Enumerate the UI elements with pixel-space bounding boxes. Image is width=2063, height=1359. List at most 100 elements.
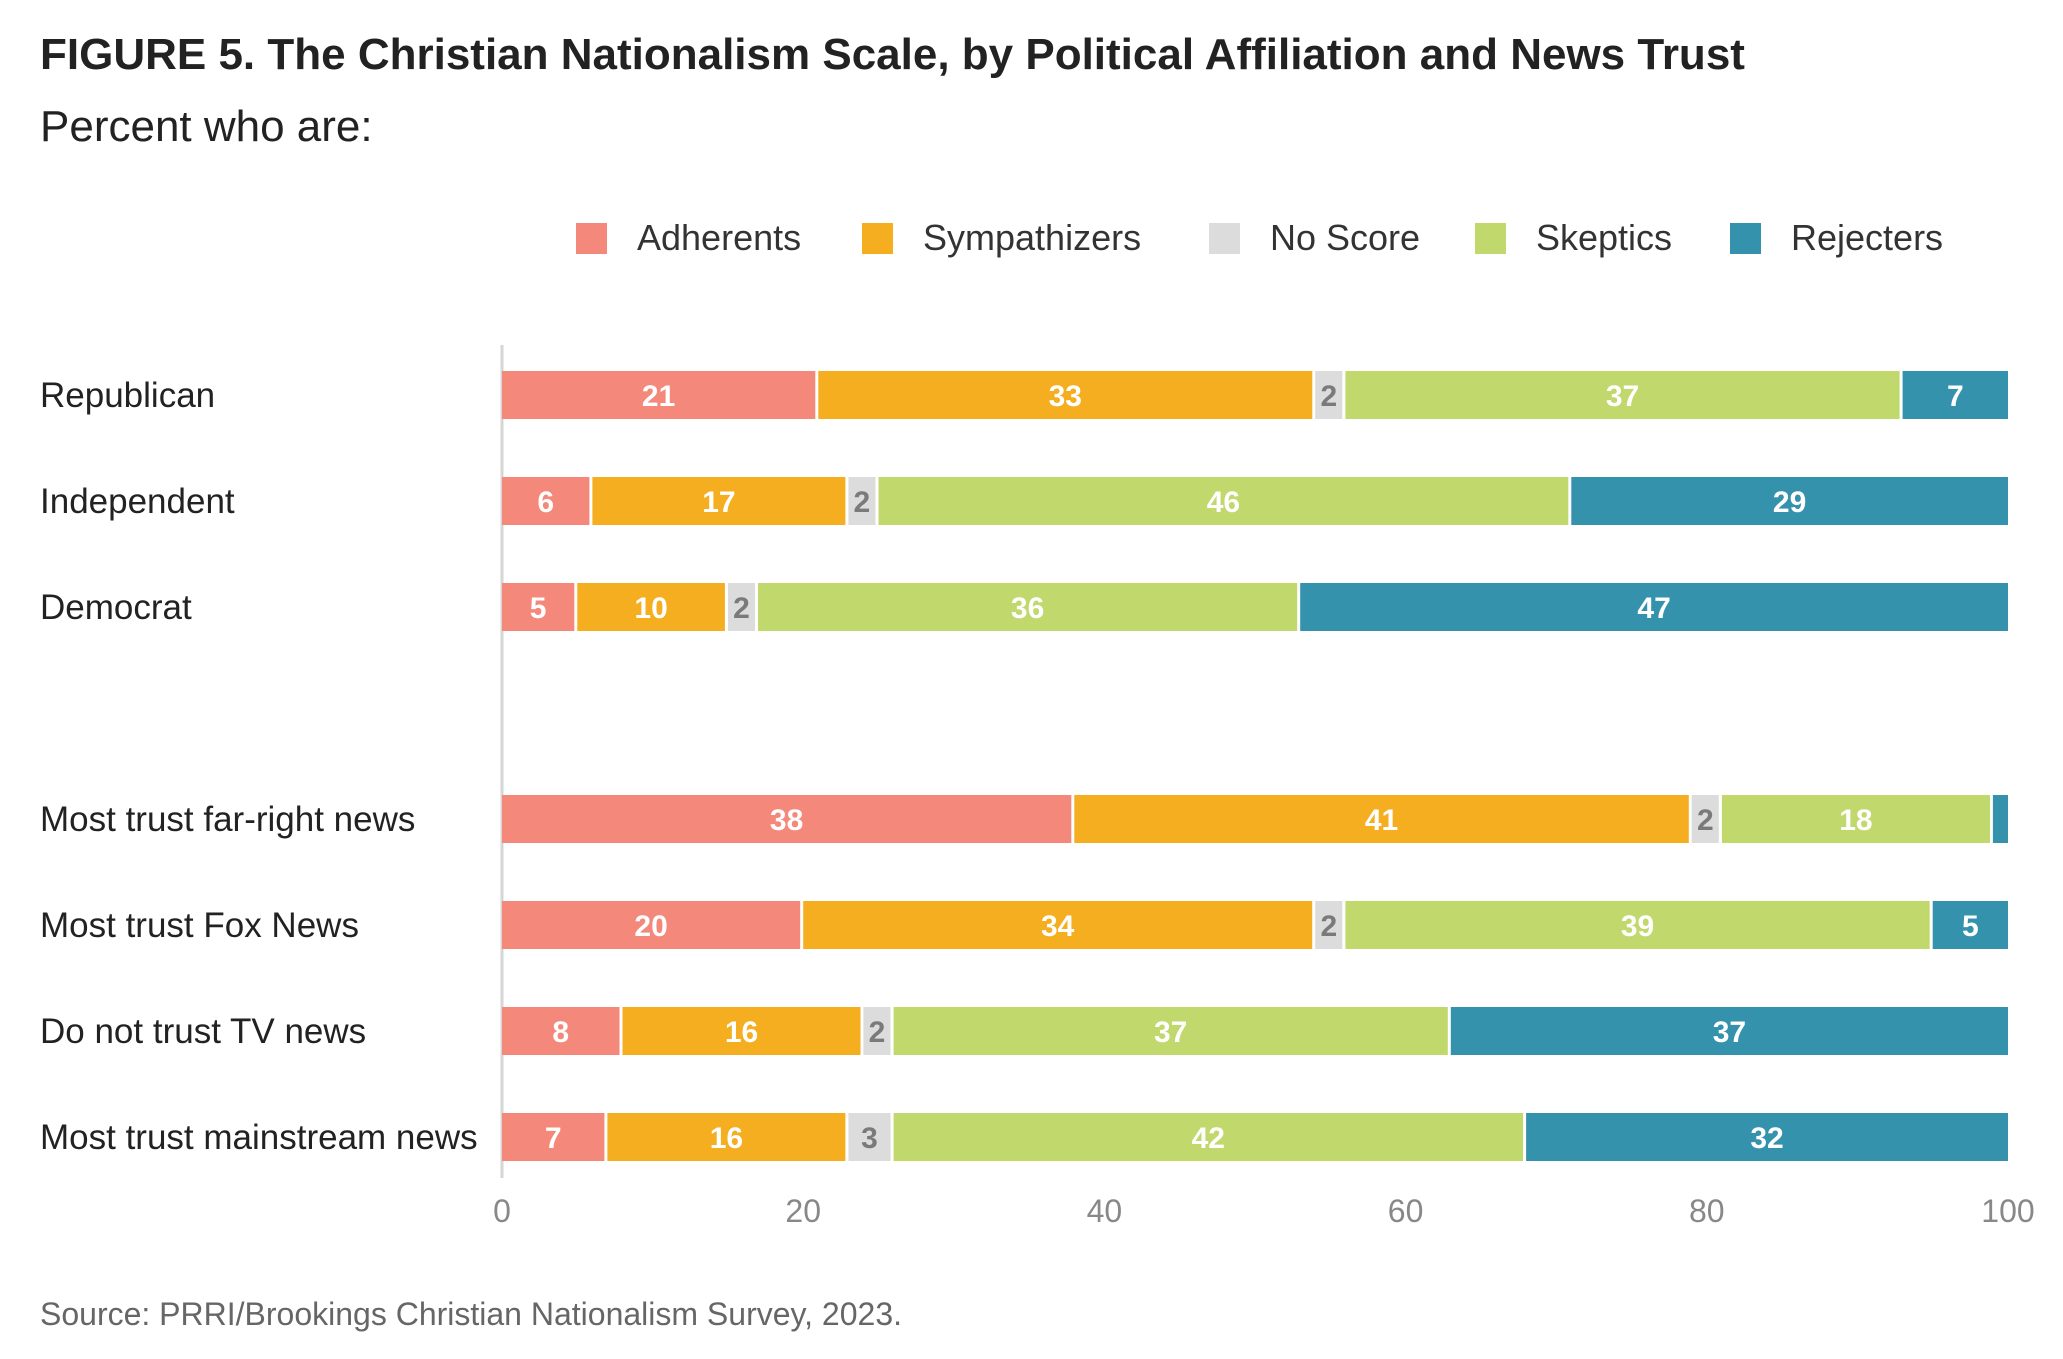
category-label-most-trust-fox-news: Most trust Fox News — [40, 906, 359, 945]
x-tick-label-40: 40 — [1087, 1193, 1123, 1229]
x-tick-label-60: 60 — [1388, 1193, 1424, 1229]
chart-subtitle: Percent who are: — [40, 102, 373, 151]
x-tick-label-100: 100 — [1981, 1193, 2034, 1229]
bar-segment-no-score-most-trust-fox-news — [1315, 901, 1343, 949]
bar-segment-adherents-independent — [502, 477, 590, 525]
data-label-sympathizers-most-trust-mainstream-news: 16 — [710, 1122, 743, 1155]
bar-segment-no-score-most-trust-mainstream-news — [848, 1113, 891, 1161]
x-tick-label-20: 20 — [785, 1193, 821, 1229]
data-label-no-score-democrat: 2 — [733, 592, 750, 625]
data-label-no-score-most-trust-mainstream-news: 3 — [861, 1122, 878, 1155]
legend-item-sympathizers: Sympathizers — [862, 215, 1141, 261]
category-label-independent: Independent — [40, 482, 235, 521]
bar-segment-adherents-most-trust-far-right-news — [502, 795, 1072, 843]
data-label-no-score-do-not-trust-tv-news: 2 — [869, 1016, 886, 1049]
bar-segment-sympathizers-democrat — [577, 583, 725, 631]
data-label-adherents-independent: 6 — [537, 486, 554, 519]
bar-segment-no-score-most-trust-far-right-news — [1691, 795, 1719, 843]
legend-item-no-score: No Score — [1209, 215, 1420, 261]
data-label-no-score-most-trust-far-right-news: 2 — [1697, 804, 1714, 837]
data-label-sympathizers-republican: 33 — [1049, 380, 1082, 413]
data-label-rejecters-most-trust-fox-news: 5 — [1962, 910, 1979, 943]
bar-segment-rejecters-do-not-trust-tv-news — [1450, 1007, 2008, 1055]
data-label-skeptics-independent: 46 — [1207, 486, 1240, 519]
data-label-no-score-most-trust-fox-news: 2 — [1320, 910, 1337, 943]
legend-label-no-score: No Score — [1270, 217, 1421, 258]
legend-label-sympathizers: Sympathizers — [923, 217, 1142, 258]
bar-segment-rejecters-most-trust-mainstream-news — [1526, 1113, 2008, 1161]
bar-segment-adherents-republican — [502, 371, 816, 419]
bar-segment-sympathizers-most-trust-mainstream-news — [607, 1113, 846, 1161]
data-label-rejecters-do-not-trust-tv-news: 37 — [1713, 1016, 1746, 1049]
bar-segment-skeptics-democrat — [758, 583, 1298, 631]
bar-segment-no-score-independent — [848, 477, 876, 525]
category-label-most-trust-mainstream-news: Most trust mainstream news — [40, 1118, 478, 1157]
bar-segment-sympathizers-do-not-trust-tv-news — [622, 1007, 861, 1055]
bar-segment-skeptics-most-trust-fox-news — [1345, 901, 1930, 949]
bar-segment-adherents-most-trust-mainstream-news — [502, 1113, 605, 1161]
category-label-democrat: Democrat — [40, 588, 192, 627]
bar-segment-no-score-democrat — [727, 583, 755, 631]
chart-title: FIGURE 5. The Christian Nationalism Scal… — [40, 30, 1745, 79]
legend-swatch-sympathizers — [862, 222, 893, 254]
data-label-sympathizers-most-trust-fox-news: 34 — [1041, 910, 1075, 943]
bar-segment-rejecters-independent — [1571, 477, 2008, 525]
category-label-republican: Republican — [40, 376, 215, 415]
data-label-adherents-do-not-trust-tv-news: 8 — [552, 1016, 569, 1049]
bar-segment-no-score-do-not-trust-tv-news — [863, 1007, 891, 1055]
data-label-skeptics-most-trust-far-right-news: 18 — [1839, 804, 1872, 837]
bar-segment-skeptics-republican — [1345, 371, 1900, 419]
bar-segment-adherents-democrat — [502, 583, 575, 631]
data-label-sympathizers-democrat: 10 — [634, 592, 667, 625]
bar-segment-no-score-republican — [1315, 371, 1343, 419]
data-label-adherents-democrat: 5 — [530, 592, 547, 625]
bar-segment-skeptics-most-trust-far-right-news — [1721, 795, 1990, 843]
data-label-adherents-republican: 21 — [642, 380, 675, 413]
bar-segment-skeptics-independent — [878, 477, 1569, 525]
legend-item-skeptics: Skeptics — [1475, 215, 1672, 261]
bar-segment-sympathizers-most-trust-far-right-news — [1074, 795, 1689, 843]
bar-segment-sympathizers-most-trust-fox-news — [803, 901, 1313, 949]
data-label-skeptics-most-trust-fox-news: 39 — [1621, 910, 1654, 943]
bar-segment-rejecters-most-trust-far-right-news — [1992, 795, 2008, 843]
legend-item-rejecters: Rejecters — [1730, 215, 1943, 261]
x-tick-label-0: 0 — [493, 1193, 511, 1229]
legend-swatch-rejecters — [1730, 222, 1761, 254]
data-label-sympathizers-independent: 17 — [702, 486, 735, 519]
legend-swatch-skeptics — [1475, 222, 1506, 254]
data-label-sympathizers-do-not-trust-tv-news: 16 — [725, 1016, 758, 1049]
bar-segment-rejecters-democrat — [1300, 583, 2008, 631]
data-label-adherents-most-trust-fox-news: 20 — [634, 910, 667, 943]
bar-segment-rejecters-most-trust-fox-news — [1932, 901, 2008, 949]
bar-segment-rejecters-republican — [1902, 371, 2008, 419]
data-label-rejecters-democrat: 47 — [1637, 592, 1670, 625]
data-label-sympathizers-most-trust-far-right-news: 41 — [1365, 804, 1398, 837]
bar-segment-adherents-do-not-trust-tv-news — [502, 1007, 620, 1055]
category-label-do-not-trust-tv-news: Do not trust TV news — [40, 1012, 366, 1051]
source-note: Source: PRRI/Brookings Christian Nationa… — [40, 1296, 902, 1332]
legend-swatch-adherents — [576, 222, 607, 254]
data-label-skeptics-democrat: 36 — [1011, 592, 1044, 625]
legend-swatch-no-score — [1209, 222, 1240, 254]
data-label-adherents-most-trust-mainstream-news: 7 — [545, 1122, 562, 1155]
bar-segment-adherents-most-trust-fox-news — [502, 901, 801, 949]
data-label-rejecters-republican: 7 — [1947, 380, 1964, 413]
bar-segment-sympathizers-independent — [592, 477, 846, 525]
bar-segment-skeptics-do-not-trust-tv-news — [893, 1007, 1448, 1055]
x-tick-label-80: 80 — [1689, 1193, 1725, 1229]
data-label-skeptics-republican: 37 — [1606, 380, 1639, 413]
data-label-skeptics-most-trust-mainstream-news: 42 — [1192, 1122, 1225, 1155]
data-label-no-score-independent: 2 — [854, 486, 871, 519]
bar-segment-sympathizers-republican — [818, 371, 1313, 419]
legend-label-skeptics: Skeptics — [1536, 217, 1673, 258]
data-label-rejecters-most-trust-mainstream-news: 32 — [1750, 1122, 1783, 1155]
category-label-most-trust-far-right-news: Most trust far-right news — [40, 800, 415, 839]
legend-label-adherents: Adherents — [637, 217, 802, 258]
data-label-adherents-most-trust-far-right-news: 38 — [770, 804, 803, 837]
legend-item-adherents: Adherents — [576, 215, 801, 261]
bar-segment-skeptics-most-trust-mainstream-news — [893, 1113, 1524, 1161]
data-label-rejecters-independent: 29 — [1773, 486, 1806, 519]
data-label-skeptics-do-not-trust-tv-news: 37 — [1154, 1016, 1187, 1049]
data-label-no-score-republican: 2 — [1320, 380, 1337, 413]
